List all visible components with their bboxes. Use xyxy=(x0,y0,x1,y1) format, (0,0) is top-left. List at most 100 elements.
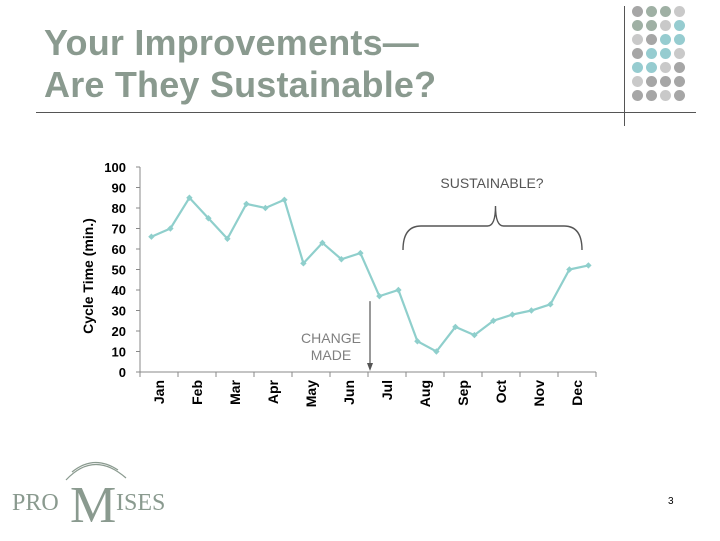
decorative-dot-grid xyxy=(632,6,716,108)
decorative-dot xyxy=(674,90,685,101)
decorative-dot xyxy=(660,48,671,59)
series-line xyxy=(148,194,592,355)
data-point xyxy=(547,301,554,308)
data-point xyxy=(243,200,250,208)
x-tick-label: Jul xyxy=(379,380,395,400)
decorative-dot xyxy=(646,76,657,87)
decorative-dot xyxy=(674,76,685,87)
decorative-dot xyxy=(646,20,657,31)
y-tick-label: 20 xyxy=(112,324,126,339)
decorative-dot xyxy=(660,90,671,101)
decorative-dot xyxy=(674,34,685,45)
data-point xyxy=(376,292,383,300)
title-line-1: Your Improvements— xyxy=(44,22,420,63)
data-point xyxy=(357,249,364,257)
data-point xyxy=(433,348,440,355)
data-point xyxy=(319,239,326,247)
data-point xyxy=(148,233,155,240)
x-tick-label: Dec xyxy=(569,380,585,406)
change-made-label: CHANGE xyxy=(301,330,361,346)
slide-title: Your Improvements— Are They Sustainable? xyxy=(44,22,436,106)
y-tick-label: 30 xyxy=(112,304,126,319)
data-point xyxy=(167,225,174,232)
change-made-label: MADE xyxy=(311,347,351,363)
y-tick-label: 90 xyxy=(112,181,126,196)
x-tick-label: May xyxy=(303,380,319,407)
decorative-dot xyxy=(632,34,643,45)
decorative-dot xyxy=(646,6,657,17)
decorative-dot xyxy=(646,34,657,45)
y-tick-label: 0 xyxy=(119,365,126,380)
logo-text-left: PRO xyxy=(12,490,59,516)
decorative-dot xyxy=(660,6,671,17)
logo-text-right: ISES xyxy=(116,490,165,516)
chart-axes xyxy=(136,166,597,377)
decorative-dot xyxy=(632,62,643,73)
y-tick-label: 80 xyxy=(112,201,126,216)
data-point xyxy=(414,338,421,345)
logo-text-m: M xyxy=(70,477,116,534)
decorative-dot xyxy=(646,48,657,59)
decorative-dot xyxy=(646,62,657,73)
y-tick-label: 50 xyxy=(112,263,126,278)
decorative-dot xyxy=(674,62,685,73)
data-point xyxy=(205,215,212,222)
x-tick-label: Feb xyxy=(189,380,205,405)
y-tick-label: 70 xyxy=(112,222,126,237)
x-tick-label: Nov xyxy=(531,380,547,407)
sustainable-label: SUSTAINABLE? xyxy=(440,175,543,191)
data-point xyxy=(281,196,288,203)
change-arrow-head xyxy=(367,363,373,371)
data-point xyxy=(224,235,231,242)
series-polyline xyxy=(150,195,589,353)
x-tick-label: Jan xyxy=(151,380,167,404)
y-tick-label: 100 xyxy=(104,160,126,175)
decorative-dot xyxy=(632,20,643,31)
y-tick-labels: 0 10 20 30 40 50 60 70 80 90 100 xyxy=(104,160,126,380)
y-tick-label: 60 xyxy=(112,242,126,257)
decorative-dot xyxy=(632,6,643,17)
decorative-dot xyxy=(632,48,643,59)
x-tick-label: Oct xyxy=(493,380,509,404)
sustainable-brace xyxy=(402,205,583,251)
decorative-dot xyxy=(674,48,685,59)
decorative-vertical-rule xyxy=(624,6,625,126)
title-line-2: Are They Sustainable? xyxy=(44,64,437,105)
x-tick-label: Apr xyxy=(265,379,281,404)
y-tick-label: 10 xyxy=(112,345,126,360)
data-point xyxy=(395,286,402,294)
decorative-dot xyxy=(674,6,685,17)
page-number: 3 xyxy=(668,496,674,507)
data-point xyxy=(300,260,307,267)
data-point xyxy=(566,266,573,273)
data-point xyxy=(490,317,497,324)
decorative-dot xyxy=(674,20,685,31)
data-point xyxy=(509,311,516,318)
data-point xyxy=(528,307,535,314)
x-tick-label: Aug xyxy=(417,380,433,407)
data-point xyxy=(186,194,193,201)
title-divider xyxy=(36,112,696,113)
data-point xyxy=(452,323,459,331)
data-point xyxy=(338,256,345,263)
y-axis-label: Cycle Time (min.) xyxy=(80,218,96,334)
decorative-dot xyxy=(660,34,671,45)
data-point xyxy=(585,262,592,269)
data-point xyxy=(262,204,269,212)
x-tick-labels: Jan Feb Mar Apr May Jun Jul Aug Sep Oct Nov Dec xyxy=(151,379,585,407)
data-point xyxy=(471,331,478,339)
promises-logo: PRO M ISES xyxy=(8,452,178,536)
decorative-dot xyxy=(632,90,643,101)
logo-mark: PRO M ISES xyxy=(12,461,165,534)
decorative-dot xyxy=(632,76,643,87)
x-tick-label: Mar xyxy=(227,379,243,404)
decorative-dot xyxy=(646,90,657,101)
y-tick-label: 40 xyxy=(112,283,126,298)
decorative-dot xyxy=(660,62,671,73)
decorative-dot xyxy=(660,20,671,31)
x-tick-label: Sep xyxy=(455,380,471,406)
decorative-dot xyxy=(660,76,671,87)
x-tick-label: Jun xyxy=(341,380,357,405)
